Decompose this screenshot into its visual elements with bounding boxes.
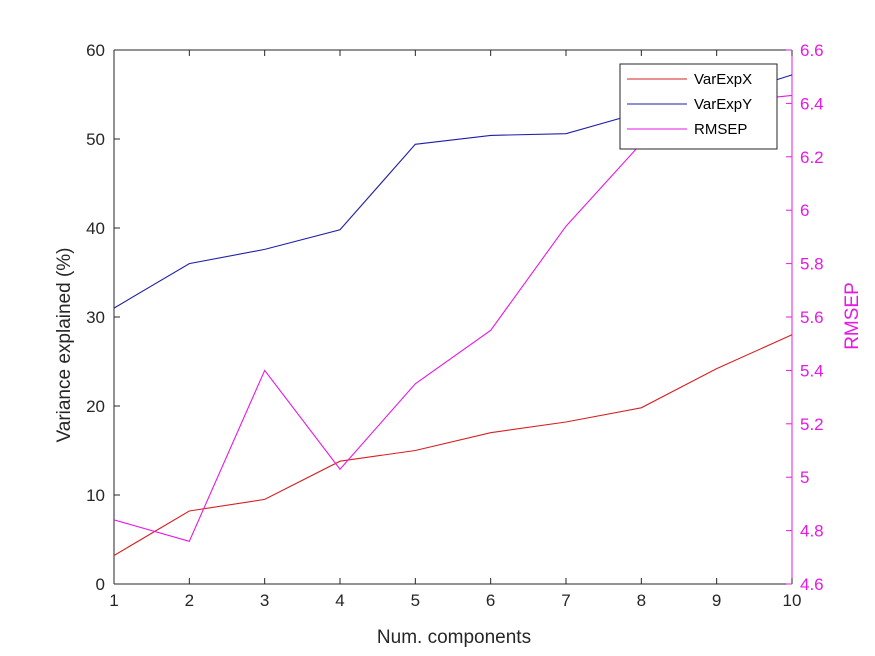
y-left-tick-label: 10 [86, 486, 105, 505]
y-left-tick-label: 60 [86, 41, 105, 60]
x-tick-label: 1 [109, 591, 118, 610]
y-right-tick-label: 5.4 [800, 361, 824, 380]
legend-label-rmsep: RMSEP [694, 121, 747, 138]
y-axis-right-label: RMSEP [842, 282, 863, 350]
y-left-tick-label: 0 [96, 575, 105, 594]
y-right-tick-label: 6 [800, 201, 809, 220]
x-tick-label: 4 [335, 591, 344, 610]
y-axis-left-label: Variance explained (%) [54, 247, 75, 442]
x-tick-label: 6 [486, 591, 495, 610]
x-axis-label: Num. components [377, 627, 531, 648]
legend-box [619, 63, 778, 150]
y-right-tick-label: 5.2 [800, 415, 824, 434]
y-right-tick-label: 6.6 [800, 41, 824, 60]
x-tick-label: 3 [260, 591, 269, 610]
series-line-rmsep [113, 94, 793, 542]
x-tick-label: 8 [637, 591, 646, 610]
y-right-tick-label: 4.8 [800, 522, 824, 541]
x-tick-label: 9 [712, 591, 721, 610]
legend-label-varexpy: VarExpY [694, 96, 752, 113]
y-right-tick-label: 6.4 [800, 94, 824, 113]
x-tick-label: 5 [411, 591, 420, 610]
axes [113, 49, 793, 585]
y-right-tick-label: 5.6 [800, 308, 824, 327]
x-tick-label: 10 [783, 591, 802, 610]
y-right-tick-label: 5.8 [800, 255, 824, 274]
tick-labels: 1 2 3 4 5 6 7 8 9 10 0 10 20 30 40 50 60 4.6 4.8 5 5.2 5.4 5.6… [86, 41, 824, 610]
x-tick-label: 7 [561, 591, 570, 610]
x-tick-label: 2 [185, 591, 194, 610]
legend: VarExpX VarExpY RMSEP [619, 63, 778, 150]
y-right-tick-label: 4.6 [800, 575, 824, 594]
series-line-varexpx [113, 334, 793, 556]
legend-label-varexpx: VarExpX [694, 71, 752, 88]
y-left-tick-label: 30 [86, 308, 105, 327]
y-left-tick-label: 40 [86, 219, 105, 238]
y-right-tick-label: 6.2 [800, 148, 824, 167]
y-right-tick-label: 5 [800, 468, 809, 487]
y-left-tick-label: 50 [86, 130, 105, 149]
y-left-tick-label: 20 [86, 397, 105, 416]
